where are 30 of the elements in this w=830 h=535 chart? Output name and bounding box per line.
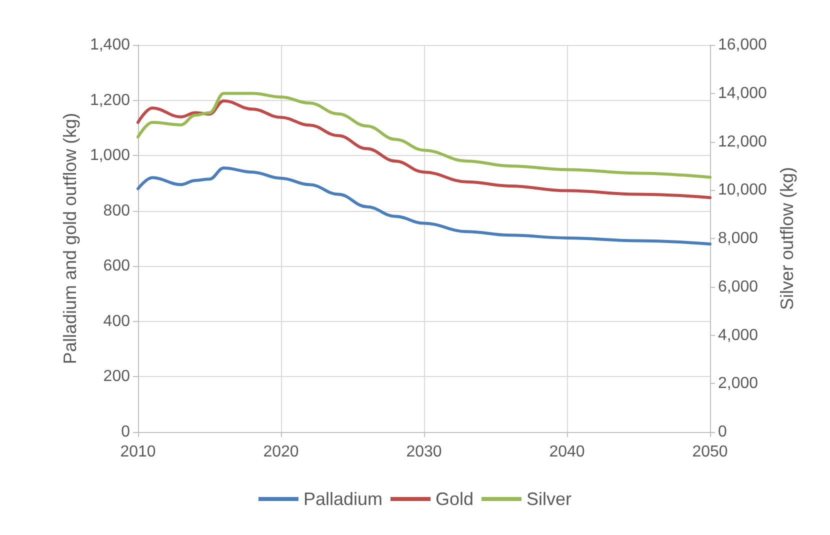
y-tick-label: 0 [121,424,130,440]
y-tick-label: 400 [103,312,130,330]
x-tick-label: 2030 [406,444,442,460]
legend-label: Palladium [303,489,383,509]
y-axis-title: Palladium and gold outflow (kg) [60,112,80,364]
y-tick-label: 1,400 [90,36,130,54]
y-tick-label: 600 [103,258,130,275]
x-tick-label: 2050 [692,444,728,460]
legend-label: Gold [436,489,474,509]
y2-tick-label: 8,000 [718,230,758,247]
legend-label: Silver [526,489,572,509]
y2-axis-title: Silver outflow (kg) [776,166,797,310]
y2-tick-label: 12,000 [718,133,768,150]
x-tick-label: 2040 [549,444,585,460]
y-tick-label: 200 [103,368,130,386]
line-series [136,92,712,179]
y2-tick-label: 14,000 [718,84,768,102]
x-tick-label: 2020 [263,444,299,460]
y2-tick-label: 10,000 [718,182,768,199]
line-series [136,99,712,200]
line-series [136,166,712,246]
y2-tick-label: 0 [718,424,727,440]
y-tick-label: 1,000 [90,147,130,164]
y-tick-label: 800 [103,202,130,220]
x-tick-label: 2010 [120,444,156,460]
y2-tick-label: 16,000 [718,36,768,54]
y2-tick-label: 6,000 [718,278,758,296]
y2-tick-label: 2,000 [718,375,758,392]
y-tick-label: 1,200 [90,92,130,109]
y2-tick-label: 4,000 [718,326,758,344]
